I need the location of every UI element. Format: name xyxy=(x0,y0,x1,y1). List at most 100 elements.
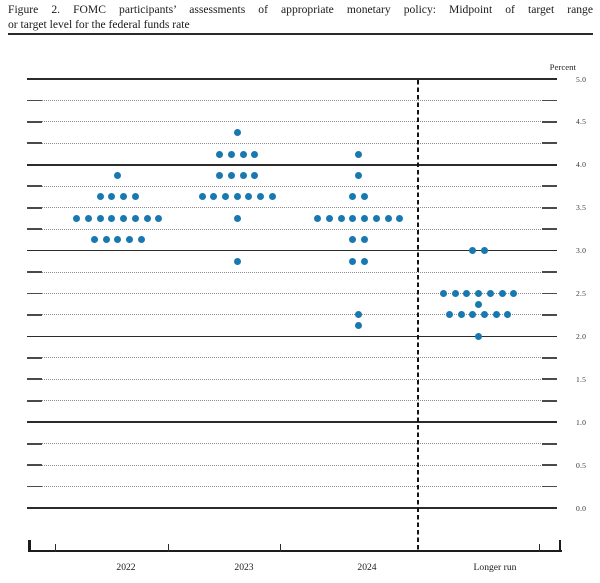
y-axis-unit-label: Percent xyxy=(549,62,576,72)
projection-dot xyxy=(210,193,218,201)
figure-title-line2: or target level for the federal funds ra… xyxy=(8,18,190,31)
gridline-solid xyxy=(27,335,557,338)
longer-run-divider-dashed-line xyxy=(416,80,419,551)
x-category-label: Longer run xyxy=(473,562,517,573)
x-category-label: 2024 xyxy=(357,562,377,573)
gridline-dotted xyxy=(27,486,557,488)
projection-dot xyxy=(233,193,241,201)
gridline-left-cap xyxy=(27,378,42,381)
gridline-left-cap xyxy=(27,464,42,466)
projection-dot xyxy=(96,214,104,222)
gridline-right-cap xyxy=(542,271,557,273)
projection-dot xyxy=(498,290,506,297)
gridline-dotted xyxy=(27,378,557,380)
projection-dot xyxy=(108,193,116,201)
projection-dot xyxy=(445,311,453,319)
projection-dot xyxy=(440,290,447,297)
projection-dot xyxy=(216,150,224,158)
projection-dot xyxy=(492,311,500,319)
projection-dot xyxy=(216,172,224,180)
projection-dot xyxy=(355,172,363,180)
gridline-left-cap xyxy=(27,399,42,402)
projection-dot xyxy=(372,214,380,222)
y-tick-label: 3.0 xyxy=(576,246,587,256)
projection-dot xyxy=(337,214,345,222)
y-tick-label: 3.5 xyxy=(576,203,587,213)
projection-dot xyxy=(510,290,518,297)
projection-dot xyxy=(361,193,369,201)
axis-corner-tick xyxy=(28,540,31,552)
projection-dot xyxy=(475,290,483,297)
y-tick-label: 1.5 xyxy=(576,374,587,384)
projection-dot xyxy=(227,150,235,158)
projection-dot xyxy=(96,193,104,201)
projection-dot xyxy=(108,214,116,222)
gridline-dotted xyxy=(27,121,557,123)
axis-corner-tick xyxy=(558,540,562,552)
y-tick-label: 2.0 xyxy=(576,331,587,341)
gridline-left-cap xyxy=(27,271,42,273)
gridline-left-cap xyxy=(27,485,42,488)
projection-dot xyxy=(233,257,241,265)
projection-dot xyxy=(469,311,477,319)
projection-dot xyxy=(384,214,392,222)
y-tick-label: 0.0 xyxy=(576,503,587,513)
gridline-left-cap xyxy=(27,292,42,295)
projection-dot xyxy=(480,247,488,255)
gridline-left-cap xyxy=(27,314,42,316)
gridline-left-cap xyxy=(27,185,42,188)
axis-tick xyxy=(280,544,282,552)
gridline-right-cap xyxy=(542,206,557,209)
gridline-right-cap xyxy=(542,399,557,402)
gridline-left-cap xyxy=(27,356,42,359)
projection-dot xyxy=(85,214,93,222)
projection-dot xyxy=(475,300,483,308)
projection-dot xyxy=(143,214,151,222)
projection-dot xyxy=(251,150,259,158)
gridline-right-cap xyxy=(542,142,557,145)
gridline-right-cap xyxy=(542,99,557,102)
gridline-dotted xyxy=(27,228,557,230)
projection-dot xyxy=(314,214,322,222)
projection-dot xyxy=(90,236,98,244)
projection-dot xyxy=(486,290,494,297)
projection-dot xyxy=(233,129,241,137)
projection-dot xyxy=(349,214,357,222)
figure-title: Figure 2. FOMC participants’ assessments… xyxy=(8,2,593,32)
gridline-dotted xyxy=(27,271,557,273)
y-tick-label: 4.5 xyxy=(576,117,587,127)
projection-dot xyxy=(361,257,369,265)
y-tick-label: 4.0 xyxy=(576,160,587,170)
gridline-right-cap xyxy=(542,292,557,295)
projection-dot xyxy=(114,236,122,244)
projection-dot xyxy=(245,193,253,201)
projection-dot xyxy=(463,290,471,297)
projection-dot xyxy=(131,214,139,222)
gridline-dotted xyxy=(27,207,557,209)
gridline-solid xyxy=(27,421,557,423)
x-category-label: 2022 xyxy=(116,562,136,573)
gridline-right-cap xyxy=(542,121,557,123)
gridline-left-cap xyxy=(27,228,42,231)
y-tick-label: 0.5 xyxy=(576,460,587,470)
projection-dot xyxy=(233,214,241,222)
gridline-right-cap xyxy=(542,314,557,316)
projection-dot xyxy=(137,236,145,244)
gridline-right-cap xyxy=(542,378,557,381)
projection-dot xyxy=(469,247,477,255)
projection-dot xyxy=(355,311,363,319)
projection-dot xyxy=(451,290,459,297)
projection-dot xyxy=(102,236,110,244)
y-tick-label: 2.5 xyxy=(576,289,587,298)
projection-dot xyxy=(349,236,357,244)
projection-dot xyxy=(251,172,259,180)
projection-dot xyxy=(155,214,163,222)
gridline-dotted xyxy=(27,185,557,187)
projection-dot xyxy=(239,172,247,180)
gridline-left-cap xyxy=(27,142,42,145)
projection-dot xyxy=(480,311,488,319)
y-tick-label: 1.0 xyxy=(576,417,587,427)
projection-dot xyxy=(257,193,265,201)
gridline-right-cap xyxy=(542,485,557,488)
gridline-left-cap xyxy=(27,99,42,102)
